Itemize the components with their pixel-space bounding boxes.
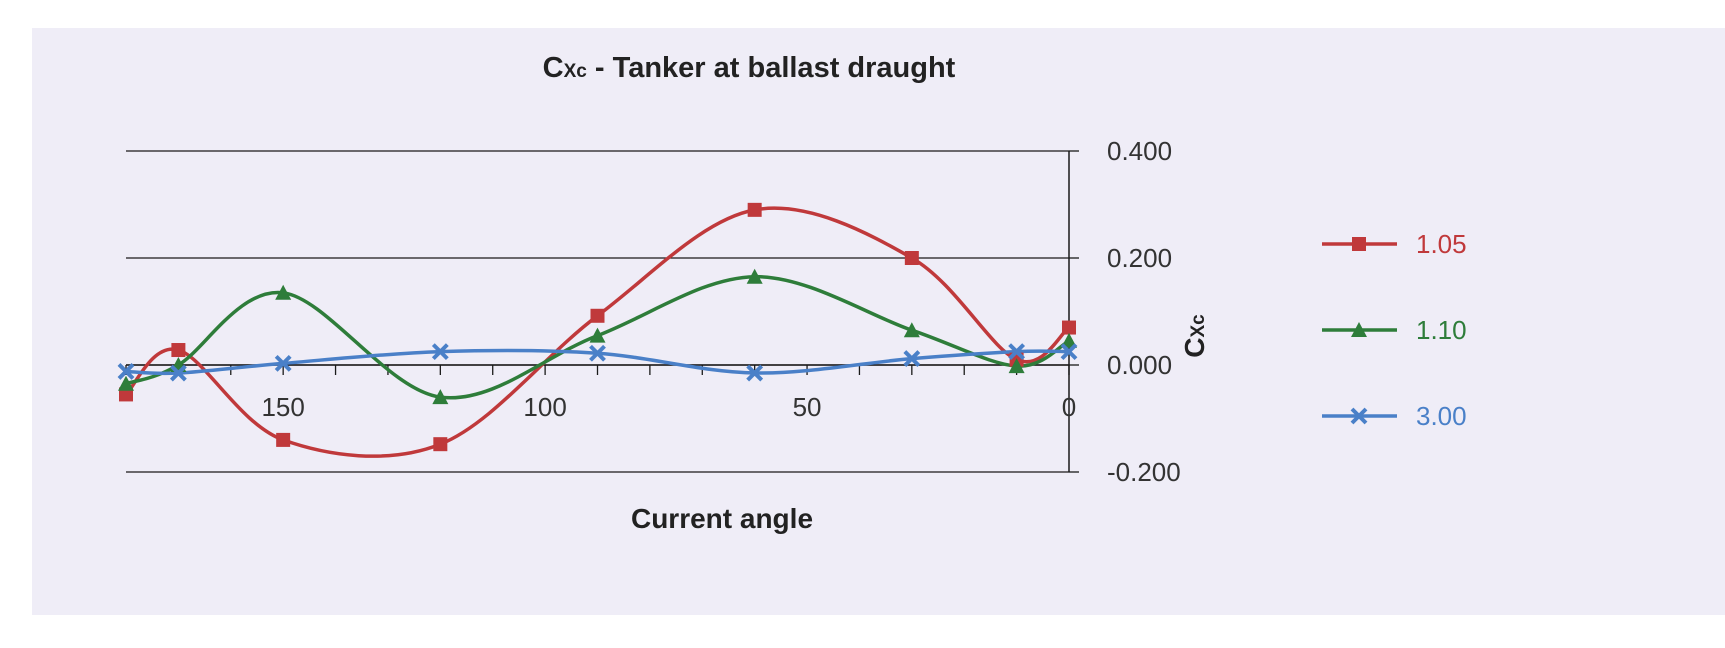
y-axis-title: CXc [1179, 314, 1210, 358]
y-tick-label: -0.200 [1107, 457, 1181, 487]
data-point-3-00 [1060, 343, 1078, 361]
data-point-3-00 [169, 364, 187, 382]
data-point-1-10 [589, 327, 606, 343]
data-point-1-10 [275, 284, 292, 300]
legend-marker [1350, 407, 1368, 425]
data-point-1-05 [171, 343, 186, 358]
y-tick-label: 0.000 [1107, 350, 1172, 380]
data-point-1-10 [1008, 358, 1025, 374]
legend-label: 3.00 [1416, 401, 1467, 431]
y-tick-label: 0.200 [1107, 243, 1172, 273]
data-point-1-10 [903, 322, 920, 338]
data-point-3-00 [117, 363, 135, 380]
data-point-3-00 [431, 343, 449, 361]
legend-marker [1351, 322, 1367, 337]
legend-label: 1.10 [1416, 315, 1467, 345]
legend-marker [1352, 237, 1366, 251]
chart-panel: CXc - Tanker at ballast draught 0.400 0.2… [32, 28, 1725, 615]
x-tick-label: 50 [793, 392, 822, 422]
data-point-3-00 [1008, 343, 1026, 361]
legend-label: 1.05 [1416, 229, 1467, 259]
axes: 0.400 0.200 0.000 -0.200 150 100 50 0 [125, 136, 1181, 487]
y-tick-label: 0.400 [1107, 136, 1172, 166]
data-point-1-10 [1061, 332, 1077, 348]
data-point-1-10 [432, 389, 449, 405]
legend: 1.05 1.10 3.00 [1322, 229, 1467, 431]
data-point-3-00 [589, 344, 606, 362]
data-point-3-00 [746, 364, 764, 382]
data-point-1-05 [904, 251, 919, 265]
title-subscript: Xc [564, 61, 588, 82]
data-point-1-10 [118, 375, 134, 391]
x-tick-label: 100 [523, 392, 566, 422]
data-point-1-05 [119, 387, 133, 402]
data-point-1-10 [746, 268, 763, 284]
data-point-1-05 [433, 437, 448, 452]
data-point-1-05 [1062, 320, 1076, 335]
data-point-1-05 [590, 308, 605, 323]
x-axis-title: Current angle [631, 503, 813, 534]
line-chart: CXc - Tanker at ballast draught 0.4000.2… [117, 52, 1467, 534]
chart-title: CXc - Tanker at ballast draught [543, 52, 956, 84]
x-tick-label: 150 [261, 392, 304, 422]
x-tick-label: 0 [1062, 392, 1076, 422]
data-point-3-00 [903, 350, 921, 367]
data-point-3-00 [274, 354, 292, 372]
data-point-1-05 [276, 432, 291, 447]
y-axis-title-subscript: Xc [1188, 314, 1209, 338]
title-symbol: C [543, 52, 564, 84]
title-text: - Tanker at ballast draught [587, 52, 956, 84]
data-point-1-05 [747, 202, 762, 217]
series-markers [117, 202, 1078, 452]
y-axis-title-symbol: C [1179, 338, 1210, 358]
